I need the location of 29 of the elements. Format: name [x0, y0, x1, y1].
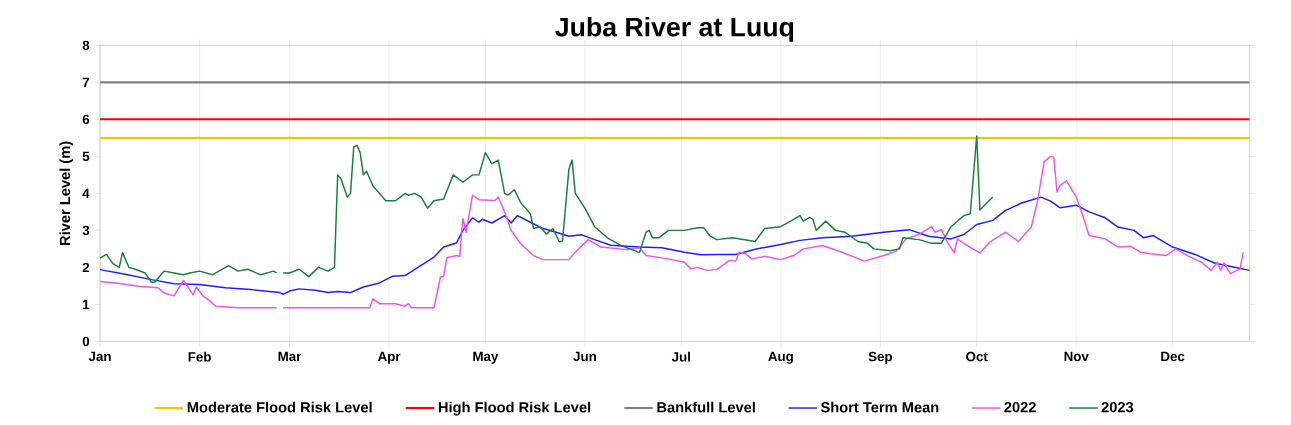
x-tick-label: Jul — [671, 351, 690, 362]
legend-label: 2022 — [1004, 401, 1036, 413]
x-tick-label: Feb — [188, 351, 211, 362]
y-tick-label: 1 — [83, 299, 90, 309]
x-tick-label: Nov — [1064, 351, 1089, 361]
chart-title: Juba River at Luuq — [555, 16, 794, 42]
y-tick-label: 8 — [82, 40, 90, 50]
y-tick-label: 5 — [82, 151, 90, 161]
y-tick-label: 4 — [82, 188, 90, 198]
x-tick-label: Aug — [768, 351, 793, 364]
x-tick-label: Dec — [1161, 351, 1185, 361]
legend-label: 2023 — [1101, 401, 1134, 413]
x-tick-label: Apr — [377, 351, 401, 364]
y-axis-title: River Level (m) — [59, 141, 74, 245]
y-tick-label: 7 — [82, 77, 90, 87]
x-tick-label: May — [473, 351, 499, 364]
x-tick-label: Oct — [966, 351, 988, 362]
x-tick-label: Jan — [88, 351, 111, 361]
y-tick-label: 3 — [82, 225, 90, 235]
legend-label: Moderate Flood Risk Level — [187, 401, 372, 413]
x-tick-label: Sep — [868, 351, 893, 364]
x-tick-label: Mar — [278, 351, 302, 361]
y-tick-label: 2 — [82, 262, 90, 272]
x-tick-label: Jun — [573, 351, 596, 361]
legend-label: High Flood Risk Level — [438, 401, 591, 416]
legend-label: Bankfull Level — [657, 401, 755, 413]
legend-label: Short Term Mean — [820, 401, 939, 413]
y-tick-label: 0 — [82, 336, 90, 346]
y-tick-label: 6 — [82, 114, 90, 124]
